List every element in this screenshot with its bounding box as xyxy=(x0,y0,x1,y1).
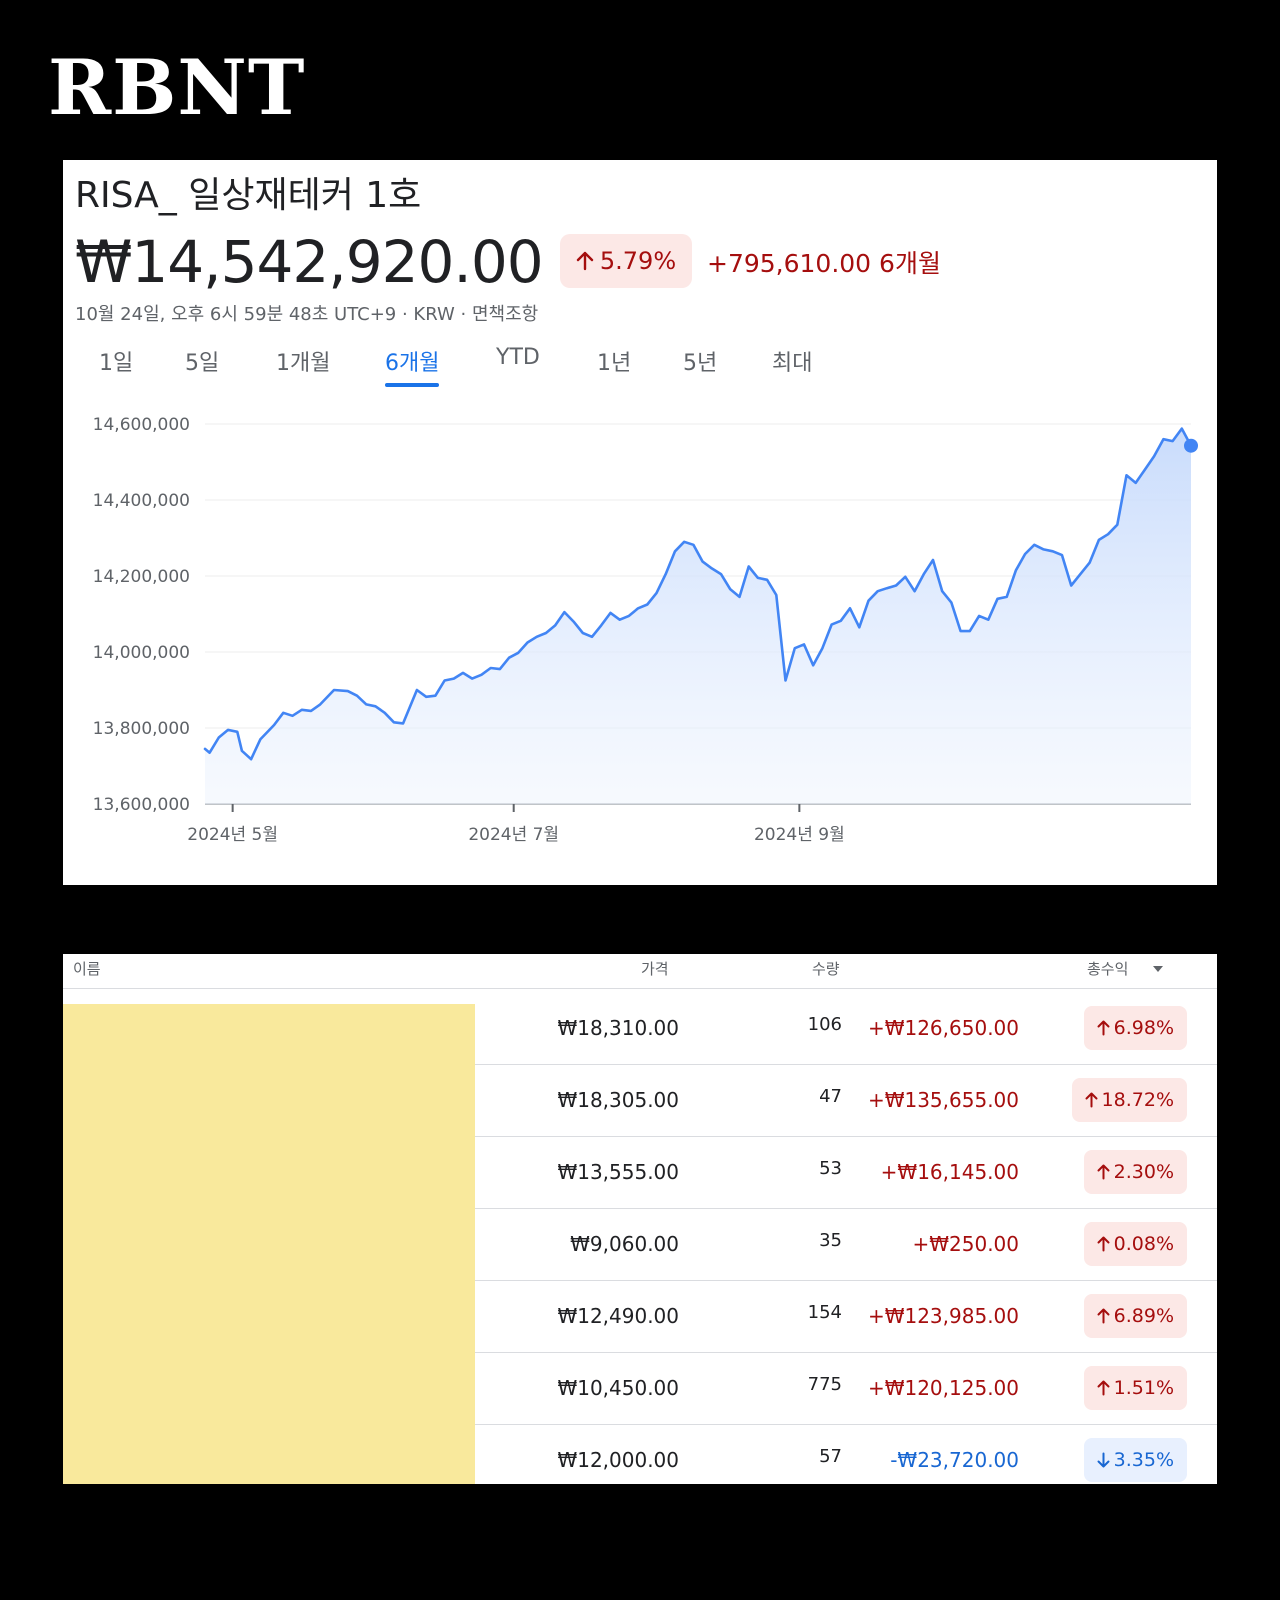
tab-7[interactable]: 최대 xyxy=(772,351,813,376)
return-percent-text: 0.08% xyxy=(1113,1233,1174,1255)
y-tick-label: 14,200,000 xyxy=(93,567,190,587)
arrow-up-icon xyxy=(576,251,594,271)
table-row[interactable]: ₩18,305.00 47 +₩135,655.00 18.72% xyxy=(475,1064,1217,1137)
table-header: 이름 가격 수량 총수익 xyxy=(63,954,1217,989)
area-fill xyxy=(205,428,1191,804)
change-amount: +795,610.00 6개월 xyxy=(707,249,941,278)
quantity-cell: 47 xyxy=(819,1086,842,1107)
return-percent-badge: 6.89% xyxy=(1083,1294,1187,1338)
price-cell: ₩10,450.00 xyxy=(557,1376,679,1400)
tab-5[interactable]: 1년 xyxy=(597,351,632,376)
redacted-names-block xyxy=(63,1004,475,1484)
tab-0[interactable]: 1일 xyxy=(99,351,134,376)
timestamp-line: 10월 24일, 오후 6시 59분 48초 UTC+9 · KRW · 면책조… xyxy=(75,304,539,325)
gain-cell: +₩120,125.00 xyxy=(867,1376,1019,1400)
holdings-table: 이름 가격 수량 총수익 ₩18,310.00 106 +₩126,650.00 6.… xyxy=(63,954,1217,1484)
quantity-cell: 106 xyxy=(807,1014,842,1035)
header-price[interactable]: 가격 xyxy=(641,960,669,978)
series-line xyxy=(203,427,1193,761)
y-tick-label: 14,000,000 xyxy=(93,643,190,663)
x-tick-label: 2024년 5월 xyxy=(187,825,278,845)
y-tick-label: 13,600,000 xyxy=(93,795,190,815)
return-percent-badge: 0.08% xyxy=(1083,1222,1187,1266)
arrow-up-icon xyxy=(1097,1164,1110,1180)
price-cell: ₩12,490.00 xyxy=(557,1304,679,1328)
portfolio-summary-panel: RISA_ 일상재테커 1호 ₩14,542,920.00 5.79% +795… xyxy=(63,160,1217,885)
arrow-down-icon xyxy=(1097,1452,1110,1468)
sort-down-icon[interactable] xyxy=(1153,966,1163,972)
table-row[interactable]: ₩9,060.00 35 +₩250.00 0.08% xyxy=(475,1208,1217,1281)
header-total-return[interactable]: 총수익 xyxy=(1087,960,1129,978)
header-name[interactable]: 이름 xyxy=(73,960,101,978)
y-tick-label: 14,400,000 xyxy=(93,491,190,511)
return-percent-badge: 18.72% xyxy=(1071,1078,1187,1122)
x-tick-label: 2024년 9월 xyxy=(754,825,845,845)
return-percent-badge: 2.30% xyxy=(1083,1150,1187,1194)
tab-6[interactable]: 5년 xyxy=(683,351,718,376)
current-point-marker[interactable] xyxy=(1184,438,1198,453)
return-percent-text: 6.89% xyxy=(1113,1305,1174,1327)
x-tick-label: 2024년 7월 xyxy=(468,825,559,845)
quantity-cell: 154 xyxy=(807,1302,842,1323)
return-percent-text: 2.30% xyxy=(1113,1161,1174,1183)
header-qty[interactable]: 수량 xyxy=(812,960,840,978)
change-percent-text: 5.79% xyxy=(599,247,677,275)
gain-cell: +₩135,655.00 xyxy=(867,1088,1019,1112)
gain-cell: +₩123,985.00 xyxy=(867,1304,1019,1328)
table-row[interactable]: ₩12,000.00 57 -₩23,720.00 3.35% xyxy=(475,1424,1217,1484)
quantity-cell: 57 xyxy=(819,1446,842,1467)
arrow-up-icon xyxy=(1097,1380,1110,1396)
quantity-cell: 35 xyxy=(819,1230,842,1251)
table-row[interactable]: ₩18,310.00 106 +₩126,650.00 6.98% xyxy=(475,992,1217,1065)
gain-cell: +₩16,145.00 xyxy=(880,1160,1019,1184)
arrow-up-icon xyxy=(1097,1236,1110,1252)
tab-3[interactable]: 6개월 xyxy=(385,345,440,387)
return-percent-text: 1.51% xyxy=(1113,1377,1174,1399)
tab-1[interactable]: 5일 xyxy=(185,351,220,376)
quantity-cell: 53 xyxy=(819,1158,842,1179)
portfolio-name: RISA_ 일상재테커 1호 xyxy=(75,175,422,216)
brand-logo-text: RBNT xyxy=(48,43,306,132)
price-cell: ₩13,555.00 xyxy=(557,1160,679,1184)
return-percent-text: 6.98% xyxy=(1113,1017,1174,1039)
table-row[interactable]: ₩12,490.00 154 +₩123,985.00 6.89% xyxy=(475,1280,1217,1353)
table-row[interactable]: ₩10,450.00 775 +₩120,125.00 1.51% xyxy=(475,1352,1217,1425)
price-cell: ₩18,310.00 xyxy=(557,1016,679,1040)
return-percent-badge: 1.51% xyxy=(1083,1366,1187,1410)
price-cell: ₩18,305.00 xyxy=(557,1088,679,1112)
gain-cell: +₩126,650.00 xyxy=(867,1016,1019,1040)
quantity-cell: 775 xyxy=(807,1374,842,1395)
y-tick-label: 14,600,000 xyxy=(93,415,190,435)
tab-2[interactable]: 1개월 xyxy=(276,351,331,376)
return-percent-badge: 6.98% xyxy=(1083,1006,1187,1050)
y-tick-label: 13,800,000 xyxy=(93,719,190,739)
change-percent-badge: 5.79% xyxy=(560,234,692,288)
portfolio-value-chart: 14,600,000 14,400,000 14,200,000 14,000,000… xyxy=(93,415,1198,845)
range-tabs: 1일 5일 1개월 6개월 YTD 1년 5년 최대 xyxy=(63,345,1217,389)
return-percent-badge: 3.35% xyxy=(1083,1438,1187,1482)
tab-4[interactable]: YTD xyxy=(496,345,540,370)
price-cell: ₩9,060.00 xyxy=(570,1232,679,1256)
arrow-up-icon xyxy=(1097,1308,1110,1324)
gain-cell: +₩250.00 xyxy=(912,1232,1019,1256)
arrow-up-icon xyxy=(1085,1092,1098,1108)
price-cell: ₩12,000.00 xyxy=(557,1448,679,1472)
table-row[interactable]: ₩13,555.00 53 +₩16,145.00 2.30% xyxy=(475,1136,1217,1209)
return-percent-text: 3.35% xyxy=(1113,1449,1174,1471)
gain-cell: -₩23,720.00 xyxy=(890,1448,1019,1472)
return-percent-text: 18.72% xyxy=(1101,1089,1174,1111)
arrow-up-icon xyxy=(1097,1020,1110,1036)
portfolio-value: ₩14,542,920.00 xyxy=(75,228,544,296)
